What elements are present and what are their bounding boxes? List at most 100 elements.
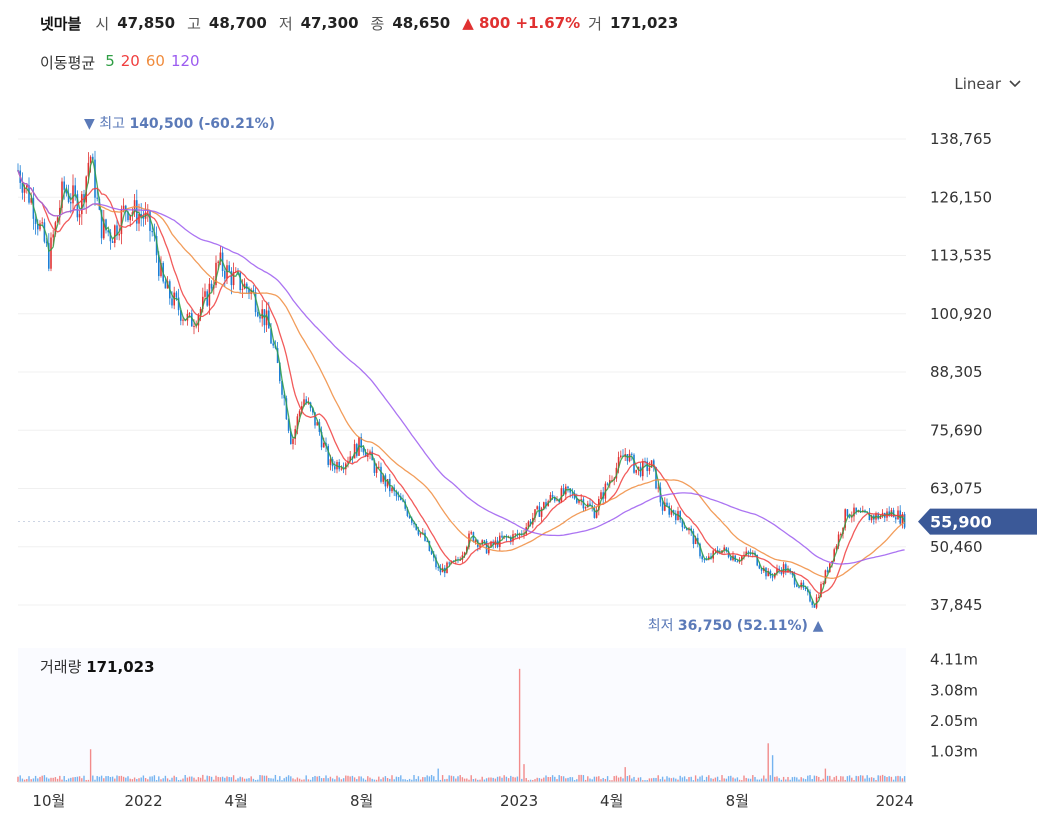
ma-20-label[interactable]: 20: [120, 52, 140, 70]
volume-bar: [472, 779, 475, 782]
candle-body: [628, 453, 631, 462]
candle-body: [239, 272, 241, 291]
volume-bar: [318, 775, 321, 782]
candle-body: [485, 541, 488, 554]
volume-bar: [466, 778, 468, 782]
volume-bar: [433, 776, 435, 782]
volume-bar: [158, 776, 160, 782]
volume-bar: [824, 768, 827, 782]
candle-body: [292, 438, 294, 445]
candle-body: [259, 316, 261, 319]
volume-bar: [501, 777, 503, 782]
volume-bar: [743, 775, 745, 782]
volume-bar: [474, 778, 477, 782]
candle-body: [107, 230, 109, 233]
volume-bar: [716, 776, 719, 782]
candle-body: [692, 531, 695, 545]
volume-bar: [389, 778, 391, 782]
candle-body: [747, 551, 750, 553]
volume-bar: [103, 778, 105, 782]
candle-body: [417, 529, 420, 535]
x-tick-label: 10월: [32, 792, 65, 810]
volume-bar: [98, 776, 101, 782]
volume-bar: [48, 778, 50, 782]
volume-bar: [309, 779, 312, 782]
change-value: ▲ 800 +1.67%: [462, 14, 580, 32]
candle-body: [160, 263, 162, 277]
volume-bar: [873, 777, 875, 782]
candle-body: [175, 292, 178, 298]
candle-body: [48, 243, 50, 269]
volume-bar: [752, 775, 754, 782]
volume-bar: [540, 778, 543, 782]
candle-body: [334, 466, 336, 470]
volume-bar: [556, 779, 558, 782]
candle-body: [138, 214, 140, 224]
volume-bar: [81, 778, 83, 782]
volume-bar: [675, 778, 677, 782]
price-tick-label: 63,075: [930, 480, 983, 498]
volume-bar: [543, 777, 545, 782]
volume-bar: [314, 775, 316, 782]
candle-body: [202, 296, 204, 310]
candle-body: [653, 460, 655, 467]
volume-bar: [276, 779, 279, 782]
volume-bar: [197, 777, 200, 782]
volume-bar: [573, 780, 576, 782]
volume-bar: [813, 775, 816, 782]
candle-body: [569, 488, 571, 493]
candle-body: [257, 312, 259, 317]
volume-bar: [771, 755, 774, 782]
candle-body: [595, 510, 598, 518]
candle-body: [490, 541, 492, 547]
candle-body: [617, 457, 620, 468]
volume-bar: [681, 777, 684, 782]
candle-body: [76, 194, 79, 218]
volume-bar: [868, 777, 871, 782]
candle-body: [140, 214, 142, 217]
volume-bar: [345, 775, 347, 782]
volume-bar: [371, 778, 373, 782]
volume-bar: [122, 776, 125, 782]
volume-bar: [450, 775, 453, 782]
volume-bar: [323, 778, 325, 782]
candle-body: [285, 398, 288, 420]
volume-bar: [237, 778, 239, 782]
scale-selector[interactable]: Linear: [954, 75, 1021, 93]
volume-bar: [719, 780, 721, 782]
ma-120-label[interactable]: 120: [170, 52, 200, 70]
volume-bar: [230, 777, 233, 782]
candle-body: [631, 453, 633, 455]
volume-bar: [791, 777, 794, 782]
volume-bar: [776, 776, 778, 782]
volume-bar: [149, 776, 151, 782]
volume-bar: [61, 779, 63, 782]
candle-body: [758, 565, 761, 569]
volume-bar: [811, 778, 813, 782]
x-tick-label: 2023: [500, 792, 538, 810]
candle-body: [470, 532, 472, 534]
candle-body: [701, 556, 703, 560]
volume-bar: [169, 779, 171, 782]
ma-60-label[interactable]: 60: [145, 52, 165, 70]
stock-name[interactable]: 넷마블: [40, 14, 82, 33]
candle-body: [78, 214, 81, 218]
volume-bar: [670, 778, 673, 782]
candle-body: [303, 399, 305, 407]
volume-bar: [37, 778, 39, 782]
volume-bar: [782, 776, 785, 782]
volume-bar: [749, 778, 752, 782]
volume-bar: [853, 780, 855, 782]
candle-body: [188, 313, 191, 315]
volume-bar: [591, 779, 593, 782]
candle-body: [298, 411, 301, 417]
candle-body: [305, 399, 307, 404]
candle-body: [395, 491, 398, 497]
volume-bar: [804, 779, 807, 782]
x-tick-label: 4월: [224, 792, 247, 810]
volume-bar: [857, 776, 860, 782]
volume-bar: [829, 775, 831, 782]
ma-5-label[interactable]: 5: [105, 52, 115, 70]
candle-body: [877, 513, 879, 519]
